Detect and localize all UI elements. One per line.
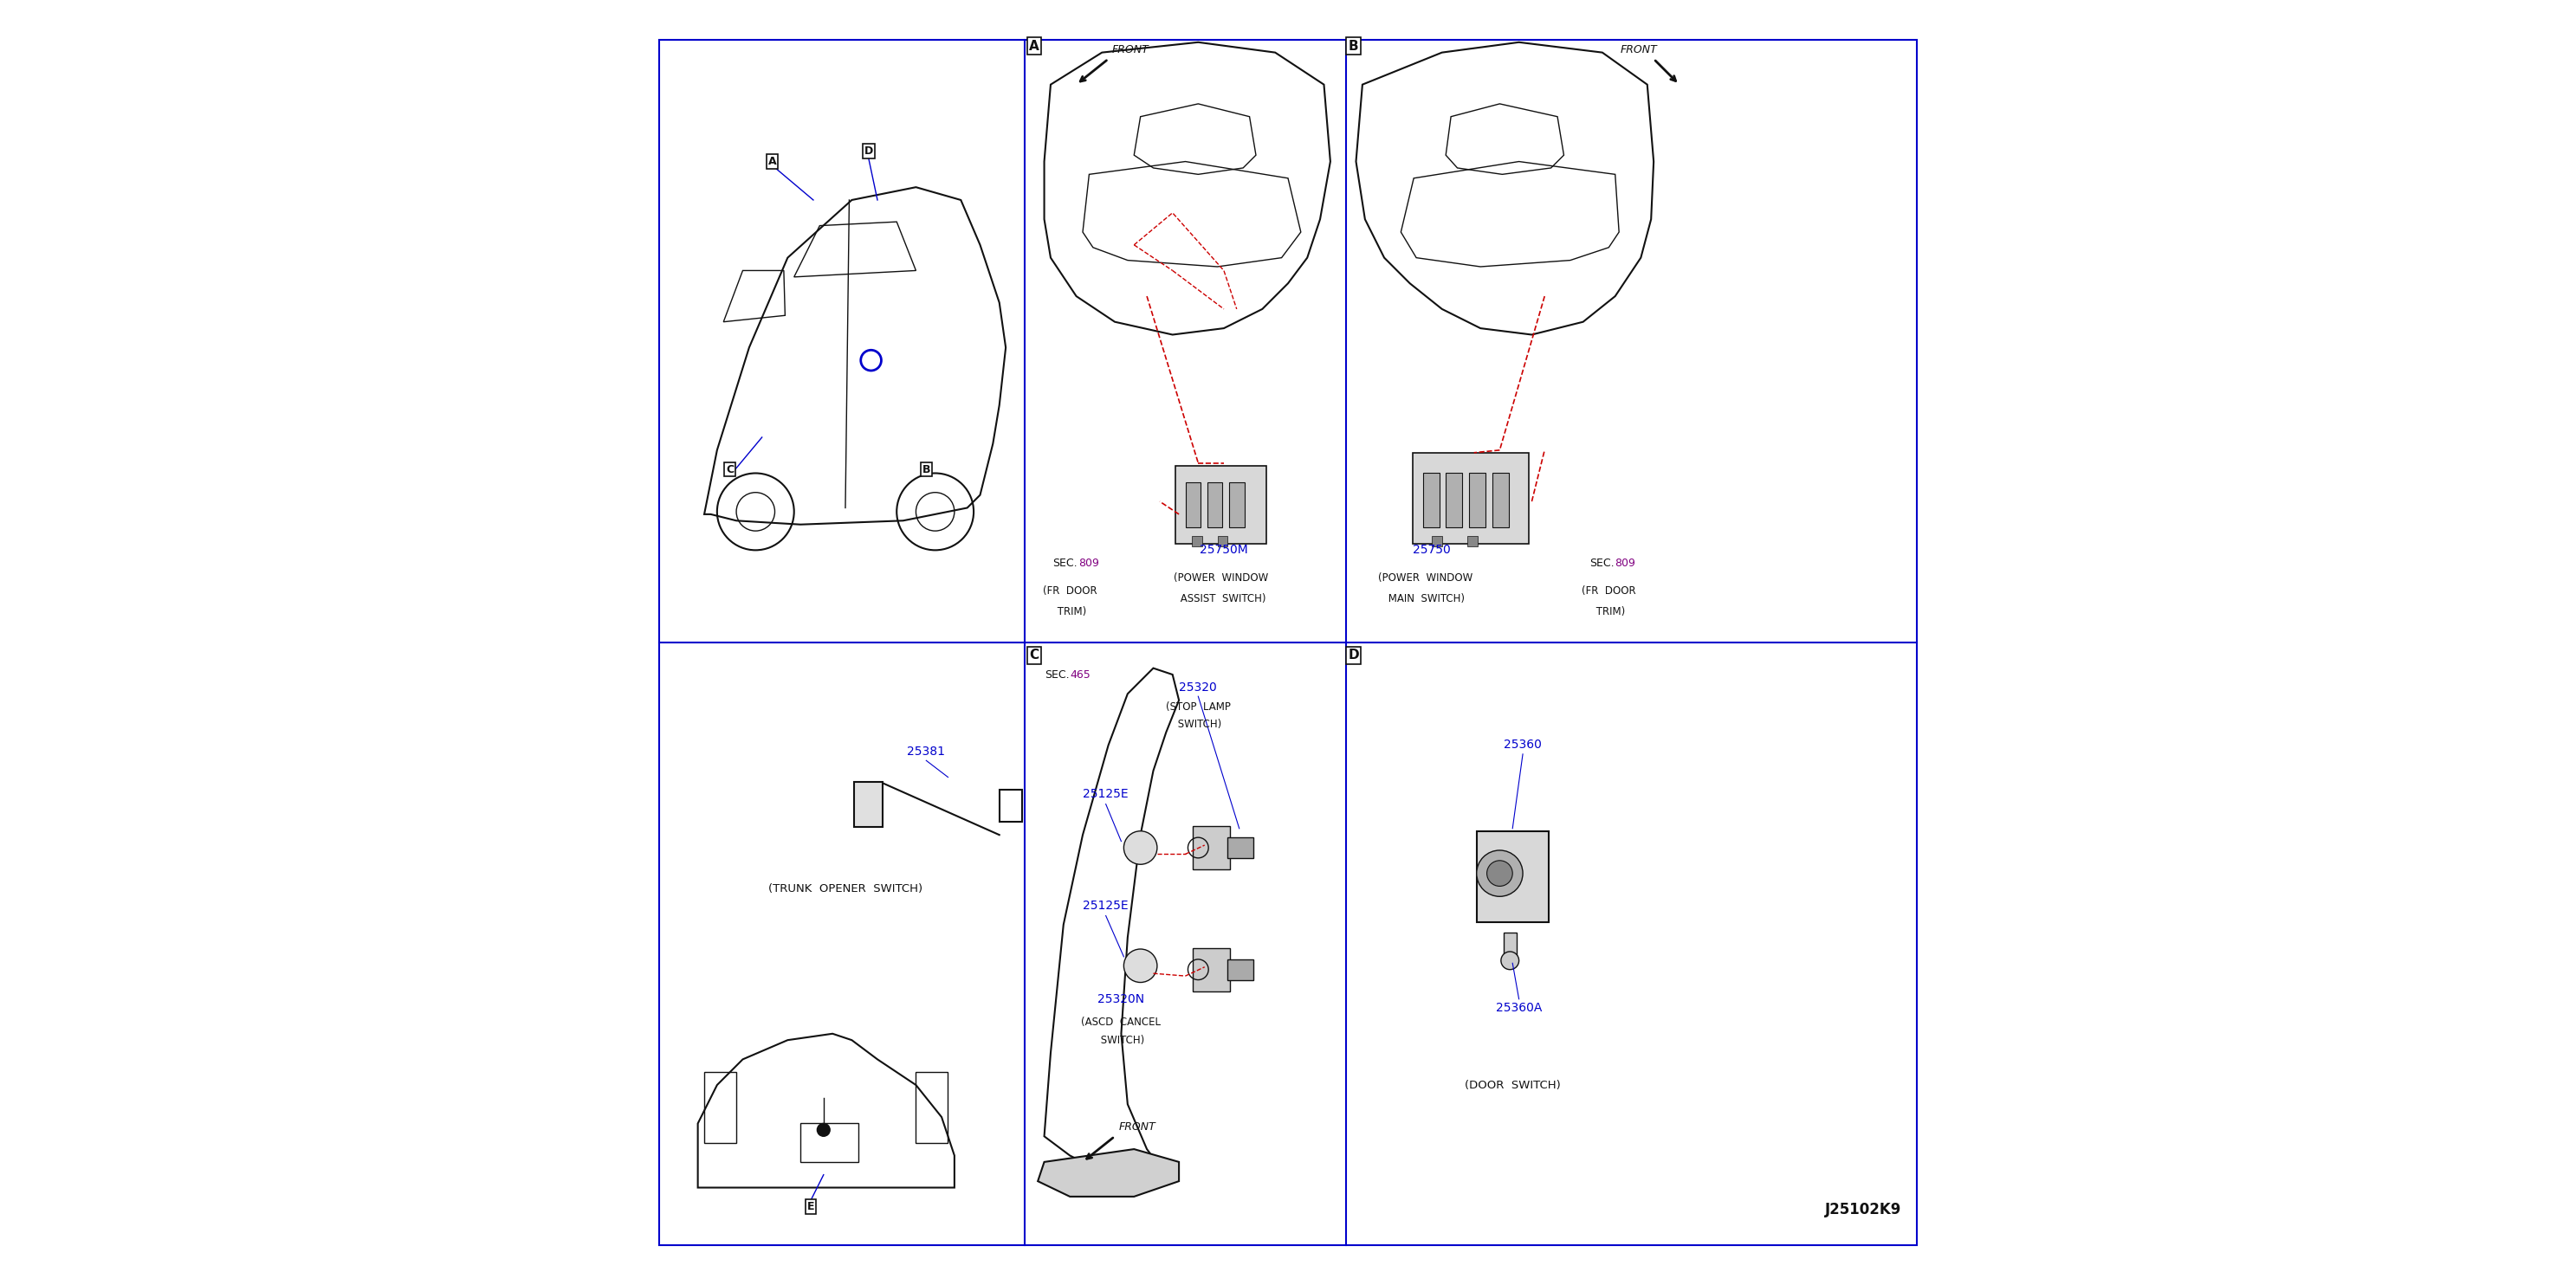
Text: SEC.: SEC. [1046, 669, 1069, 680]
Circle shape [1476, 851, 1522, 897]
Bar [1208, 482, 1224, 527]
Bar [1422, 473, 1440, 527]
Text: SEC.: SEC. [1589, 558, 1615, 568]
Bar [1229, 482, 1244, 527]
Text: 25125E: 25125E [1082, 900, 1128, 911]
Bar [1432, 536, 1443, 546]
Text: B: B [922, 464, 930, 475]
Circle shape [817, 1123, 829, 1136]
Polygon shape [1038, 1149, 1180, 1196]
Text: 25360: 25360 [1504, 739, 1543, 752]
Text: 25320: 25320 [1180, 681, 1216, 694]
Bar [1185, 482, 1200, 527]
Text: TRIM): TRIM) [1054, 607, 1087, 617]
Text: C: C [1030, 649, 1038, 662]
Text: (POWER  WINDOW: (POWER WINDOW [1175, 573, 1267, 583]
Text: (FR  DOOR: (FR DOOR [1043, 586, 1097, 596]
Text: FRONT: FRONT [1620, 44, 1656, 55]
FancyBboxPatch shape [1193, 948, 1231, 991]
Text: MAIN  SWITCH): MAIN SWITCH) [1386, 594, 1466, 604]
Text: SWITCH): SWITCH) [1097, 1034, 1144, 1046]
Text: SWITCH): SWITCH) [1175, 720, 1221, 730]
Bar [917, 1072, 948, 1142]
Circle shape [1486, 861, 1512, 887]
Text: 809: 809 [1615, 558, 1636, 568]
Text: 25750M: 25750M [1200, 544, 1247, 556]
Text: (TRUNK  OPENER  SWITCH): (TRUNK OPENER SWITCH) [768, 883, 922, 894]
Text: 809: 809 [1079, 558, 1100, 568]
Bar [1229, 838, 1255, 858]
FancyBboxPatch shape [1175, 465, 1267, 544]
Text: FRONT: FRONT [1113, 44, 1149, 55]
Bar [1218, 536, 1229, 546]
Text: (DOOR  SWITCH): (DOOR SWITCH) [1466, 1079, 1561, 1091]
Circle shape [1502, 952, 1520, 970]
Text: C: C [726, 464, 734, 475]
Bar [1445, 473, 1463, 527]
Bar [703, 1072, 737, 1142]
Text: FRONT: FRONT [1118, 1122, 1157, 1132]
FancyBboxPatch shape [1412, 452, 1530, 544]
Text: J25102K9: J25102K9 [1824, 1201, 1901, 1217]
Bar [855, 783, 884, 828]
Text: A: A [1028, 40, 1038, 53]
Text: 25360A: 25360A [1497, 1002, 1543, 1014]
Bar [1193, 536, 1203, 546]
Bar [999, 790, 1023, 822]
Text: 25750: 25750 [1412, 544, 1450, 556]
Text: B: B [1347, 40, 1358, 53]
Bar [1468, 536, 1479, 546]
Text: (STOP  LAMP: (STOP LAMP [1167, 702, 1231, 712]
Text: 25125E: 25125E [1082, 788, 1128, 799]
Text: D: D [1347, 649, 1360, 662]
Text: E: E [806, 1201, 814, 1213]
Circle shape [1123, 950, 1157, 983]
Text: SEC.: SEC. [1054, 558, 1077, 568]
Text: 25381: 25381 [907, 745, 945, 758]
FancyBboxPatch shape [1193, 826, 1231, 870]
Text: A: A [768, 155, 775, 167]
FancyBboxPatch shape [1476, 831, 1548, 923]
Bar [801, 1123, 858, 1162]
Bar [1504, 933, 1517, 961]
Text: (FR  DOOR: (FR DOOR [1582, 586, 1636, 596]
Text: (POWER  WINDOW: (POWER WINDOW [1378, 573, 1473, 583]
Text: 465: 465 [1069, 669, 1090, 680]
Text: TRIM): TRIM) [1592, 607, 1625, 617]
Text: (ASCD  CANCEL: (ASCD CANCEL [1082, 1016, 1162, 1028]
Text: ASSIST  SWITCH): ASSIST SWITCH) [1177, 594, 1265, 604]
Text: 25320N: 25320N [1097, 993, 1144, 1005]
Text: D: D [863, 145, 873, 157]
Bar [1468, 473, 1486, 527]
Circle shape [1123, 831, 1157, 865]
Bar [1492, 473, 1510, 527]
Bar [1229, 960, 1255, 980]
